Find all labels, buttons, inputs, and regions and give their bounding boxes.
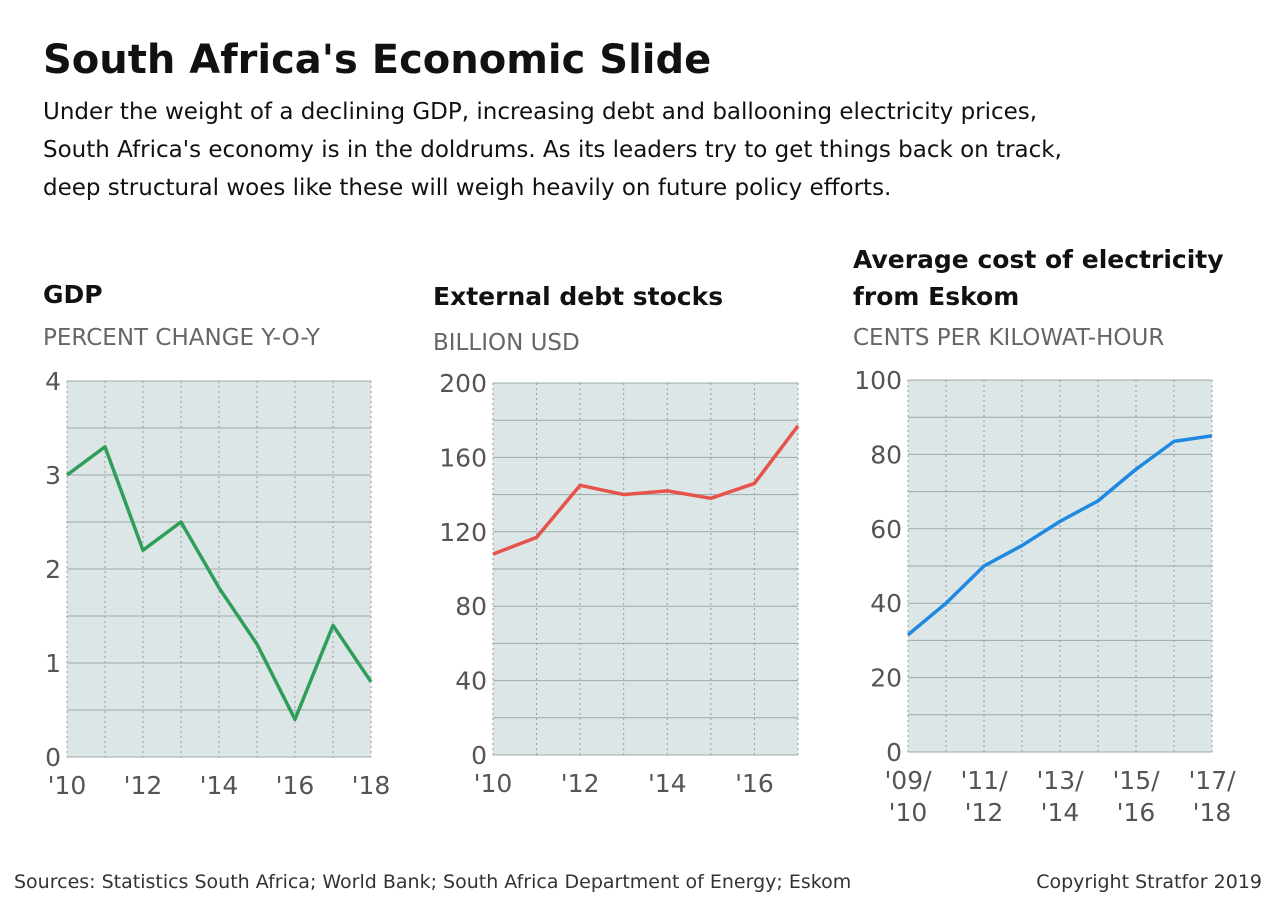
x-tick-label: '11/ — [960, 766, 1008, 795]
data-line — [65, 445, 373, 722]
y-tick-label: 3 — [45, 461, 61, 490]
x-tick-label: '14 — [1041, 798, 1080, 827]
y-tick-label: 160 — [439, 443, 487, 472]
x-tick-label: '16 — [735, 769, 774, 798]
x-tick-label: '18 — [1193, 798, 1232, 827]
chart-title: Average cost of electricity — [853, 245, 1224, 274]
y-tick-label: 100 — [854, 366, 902, 395]
copyright: Copyright Stratfor 2019 — [1036, 871, 1262, 893]
x-tick-label: '12 — [965, 798, 1004, 827]
x-tick-label: '14 — [648, 769, 687, 798]
y-tick-label: 2 — [45, 555, 61, 584]
x-tick-label: '10 — [889, 798, 928, 827]
x-tick-label: '14 — [200, 771, 239, 800]
y-tick-label: 80 — [455, 592, 487, 621]
x-tick-label: '10 — [474, 769, 513, 798]
y-tick-label: 40 — [870, 589, 902, 618]
chart-title: from Eskom — [853, 282, 1019, 311]
source: Sources: Statistics South Africa; World … — [14, 871, 851, 893]
y-tick-label: 0 — [471, 741, 487, 770]
page-title: South Africa's Economic Slide — [43, 37, 711, 83]
y-tick-label: 20 — [870, 664, 902, 693]
chart-title: External debt stocks — [433, 282, 723, 311]
x-tick-label: '16 — [1117, 798, 1156, 827]
y-tick-label: 200 — [439, 369, 487, 398]
x-tick-label: '17/ — [1188, 766, 1236, 795]
y-tick-label: 40 — [455, 667, 487, 696]
data-line — [906, 434, 1213, 637]
y-tick-label: 4 — [45, 367, 61, 396]
y-tick-label: 0 — [886, 738, 902, 767]
y-tick-label: 0 — [45, 743, 61, 772]
chart-subtitle: BILLION USD — [433, 330, 580, 356]
x-tick-label: '15/ — [1112, 766, 1160, 795]
page-subtitle: Under the weight of a declining GDP, inc… — [43, 99, 1037, 125]
y-tick-label: 120 — [439, 518, 487, 547]
x-tick-label: '10 — [48, 771, 87, 800]
data-line — [492, 424, 800, 556]
y-tick-label: 60 — [870, 515, 902, 544]
chart-subtitle: CENTS PER KILOWAT-HOUR — [853, 325, 1164, 351]
chart-subtitle: PERCENT CHANGE Y-O-Y — [43, 325, 321, 351]
page-subtitle: deep structural woes like these will wei… — [43, 175, 891, 201]
y-tick-label: 80 — [870, 440, 902, 469]
y-tick-label: 1 — [45, 649, 61, 678]
x-tick-label: '13/ — [1036, 766, 1084, 795]
x-tick-label: '12 — [124, 771, 163, 800]
x-tick-label: '16 — [276, 771, 315, 800]
chart-title: GDP — [43, 280, 103, 309]
page-subtitle: South Africa's economy is in the doldrum… — [43, 137, 1062, 163]
x-tick-label: '12 — [561, 769, 600, 798]
x-tick-label: '09/ — [884, 766, 932, 795]
x-tick-label: '18 — [352, 771, 391, 800]
